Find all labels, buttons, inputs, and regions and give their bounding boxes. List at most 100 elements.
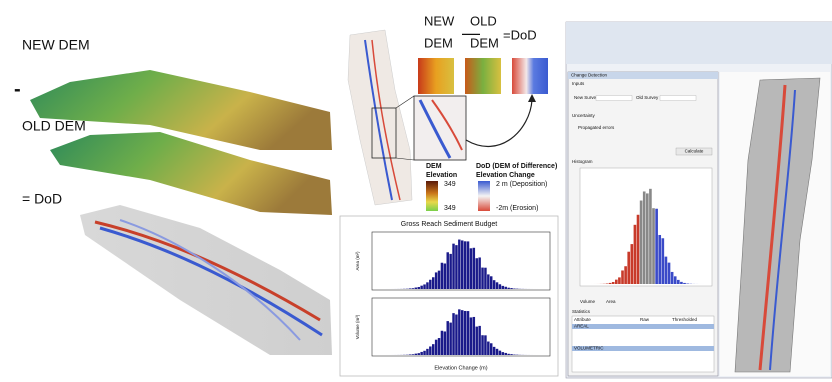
old-survey-combo (660, 96, 696, 101)
histogram-bar (490, 276, 492, 289)
histogram-bar (470, 248, 472, 289)
histogram-bar (441, 263, 443, 289)
histogram-bar (467, 241, 469, 289)
histogram-bar (426, 349, 428, 355)
histogram-bar (510, 354, 512, 355)
eq-dod-map (512, 58, 548, 94)
histogram-bar (435, 272, 437, 289)
eq-new-bottom: DEM (424, 35, 453, 50)
eq-new-map (418, 58, 454, 94)
area-radio: Area (606, 299, 616, 304)
statistics-label: Statistics (572, 309, 591, 314)
histogram-bar (412, 288, 414, 289)
histogram-bar (478, 326, 480, 355)
minus-label: - (14, 78, 21, 100)
new-survey-combo (596, 96, 632, 101)
calculate-label: Calculate (685, 149, 704, 154)
histogram-bar (464, 241, 466, 289)
histogram-bar (496, 282, 498, 289)
old-survey-label: Old Survey (636, 95, 659, 100)
histogram-bar (438, 271, 440, 289)
histogram-bar (455, 315, 457, 355)
histogram-bar (507, 288, 509, 289)
x-axis-label: Elevation Change (m) (434, 365, 487, 371)
histogram-label: Histogram (572, 159, 593, 164)
histogram-bar (452, 313, 454, 355)
histogram-bar (655, 209, 658, 284)
figure: NEW DEM - OLD DEM = DoD NEW DEM — OLD DE… (0, 0, 832, 382)
histogram-bar (493, 347, 495, 355)
histogram-bar (441, 331, 443, 355)
arrow (466, 100, 532, 146)
histogram-bar (432, 277, 434, 289)
dem-legend-subtitle: Elevation (426, 172, 457, 179)
areal-row (572, 324, 714, 329)
volume-axis-label: Volume (m³) (355, 314, 360, 339)
histogram-bar (484, 268, 486, 289)
dod-label: = DoD (22, 191, 62, 207)
histogram-bar (668, 263, 671, 284)
histogram-bar (665, 257, 668, 284)
histogram-bar (671, 272, 674, 284)
histogram-bar (507, 354, 509, 355)
histogram-bar (481, 268, 483, 289)
histogram-bar (476, 327, 478, 355)
inputs-label: Inputs (572, 81, 585, 86)
new-dem-label: NEW DEM (22, 37, 90, 53)
histogram-bar (490, 343, 492, 355)
histogram-bar (640, 201, 643, 284)
zoom-line (396, 96, 414, 108)
histogram-bar (458, 309, 460, 355)
histogram-bar (420, 286, 422, 289)
new-dem-terrain (30, 70, 332, 150)
river-map (348, 30, 412, 205)
histogram-bar (658, 235, 661, 284)
histogram-bar (624, 266, 627, 284)
eq-old-map (465, 58, 501, 94)
histogram-bar (481, 335, 483, 355)
histogram-bar (505, 353, 507, 355)
histogram-bar (643, 191, 646, 284)
arrow-head (528, 94, 536, 102)
dem-colorbar (426, 181, 438, 211)
histogram-bar (438, 338, 440, 355)
histogram-bar (418, 353, 420, 355)
histogram-bar (499, 351, 501, 355)
histogram-bar (680, 282, 683, 284)
histogram-bar (409, 288, 411, 289)
histogram-bar (637, 215, 640, 284)
histogram-bar (449, 323, 451, 355)
histogram-bar (415, 288, 417, 289)
histogram-bar (502, 352, 504, 355)
thresholded-header: Thresholded (672, 317, 698, 322)
histogram-bar (674, 276, 677, 284)
histogram-bar (677, 280, 680, 284)
histogram-bar (652, 208, 655, 284)
histogram-bar (423, 284, 425, 289)
histogram-bar (505, 287, 507, 289)
histogram-bar (487, 342, 489, 355)
histogram-bar (609, 283, 612, 284)
old-dem-label: OLD DEM (22, 118, 86, 134)
histogram-bar (478, 257, 480, 289)
histogram-bar (627, 252, 630, 284)
histogram-bar (455, 245, 457, 289)
attribute-header: Attribute (574, 317, 591, 322)
eq-old-bottom: DEM (470, 35, 499, 50)
volumetric-label: VOLUMETRIC (574, 346, 604, 351)
histogram-bar (662, 238, 665, 284)
uncertainty-label: Uncertainty (572, 113, 596, 118)
histogram-bar (444, 264, 446, 289)
histogram-bar (444, 331, 446, 355)
areal-label: AREAL (574, 324, 589, 329)
dod-low: -2m (Erosion) (496, 205, 538, 212)
histogram-bar (473, 248, 475, 289)
histogram-bar (447, 321, 449, 355)
histogram-bar (470, 317, 472, 355)
histogram-bar (412, 354, 414, 355)
dialog-title: Change Detection (571, 73, 608, 78)
histogram-bar (467, 311, 469, 355)
histogram-bar (435, 340, 437, 355)
histogram-bar (449, 254, 451, 289)
budget-title: Gross Reach Sediment Budget (401, 221, 498, 228)
